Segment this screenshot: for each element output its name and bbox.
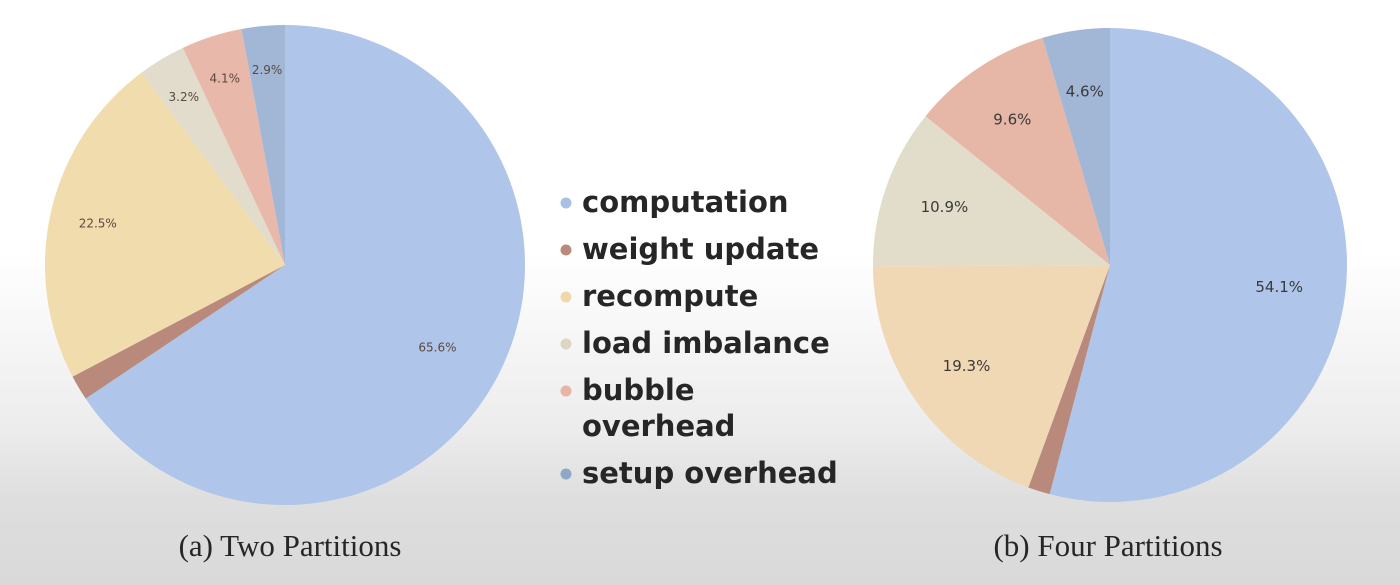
legend-label: recompute [582,279,758,313]
legend-label: weight update [582,232,819,266]
caption-two-partitions: (a) Two Partitions [179,528,402,563]
legend-item-weight-update: weight update [560,232,819,266]
legend-swatch [560,244,572,256]
legend-swatch [560,468,572,480]
legend-item-load-imbalance: load imbalance [560,326,830,360]
slice-label-bubble-overhead: 9.6% [993,110,1031,128]
slice-label-load-imbalance: 3.2% [169,90,200,104]
pie-chart-four-partitions: 54.1% 19.3% 10.9% 9.6% 4.6% [873,27,1348,503]
pie-slice-computation [85,25,525,505]
legend-swatch [560,197,572,209]
pie-slice-recompute [44,72,285,377]
slice-label-bubble-overhead: 4.1% [210,72,241,86]
pie-slice-weight-update [72,265,285,399]
slice-label-setup-overhead: 4.6% [1066,82,1104,100]
slice-label-recompute: 19.3% [943,357,991,375]
slice-label-setup-overhead: 2.9% [252,63,283,77]
pie-chart-two-partitions: 65.6% 22.5% 3.2% 4.1% 2.9% [44,25,525,505]
pie-slice-weight-update [1028,265,1110,495]
legend-label: overhead [582,409,735,443]
slice-label-computation: 54.1% [1255,278,1303,296]
pie-slice-setup-overhead [241,25,285,265]
legend-item-setup-overhead: setup overhead [560,456,838,490]
legend-item-recompute: recompute [560,279,758,313]
pie-slice-load-imbalance [141,47,285,265]
pie-slice-bubble-overhead [182,28,285,266]
slice-label-computation: 65.6% [418,340,456,354]
legend-label: computation [582,185,789,219]
pie-slice-load-imbalance [873,116,1110,267]
legend-label: load imbalance [582,326,830,360]
legend-swatch [560,291,572,303]
pie-slice-bubble-overhead [925,37,1110,265]
slice-label-load-imbalance: 10.9% [921,198,969,216]
legend-item-computation: computation [560,185,789,219]
legend-swatch [560,385,572,397]
pie-slice-computation [1049,27,1348,503]
caption-four-partitions: (b) Four Partitions [993,528,1222,563]
legend-label: setup overhead [582,456,838,490]
legend-label: bubble [582,373,695,407]
pie-slice-recompute [873,265,1110,488]
legend: computation weight update recompute load im… [560,185,838,490]
pie-slice-setup-overhead [1042,28,1110,265]
legend-swatch [560,338,572,350]
slice-label-recompute: 22.5% [79,217,117,231]
